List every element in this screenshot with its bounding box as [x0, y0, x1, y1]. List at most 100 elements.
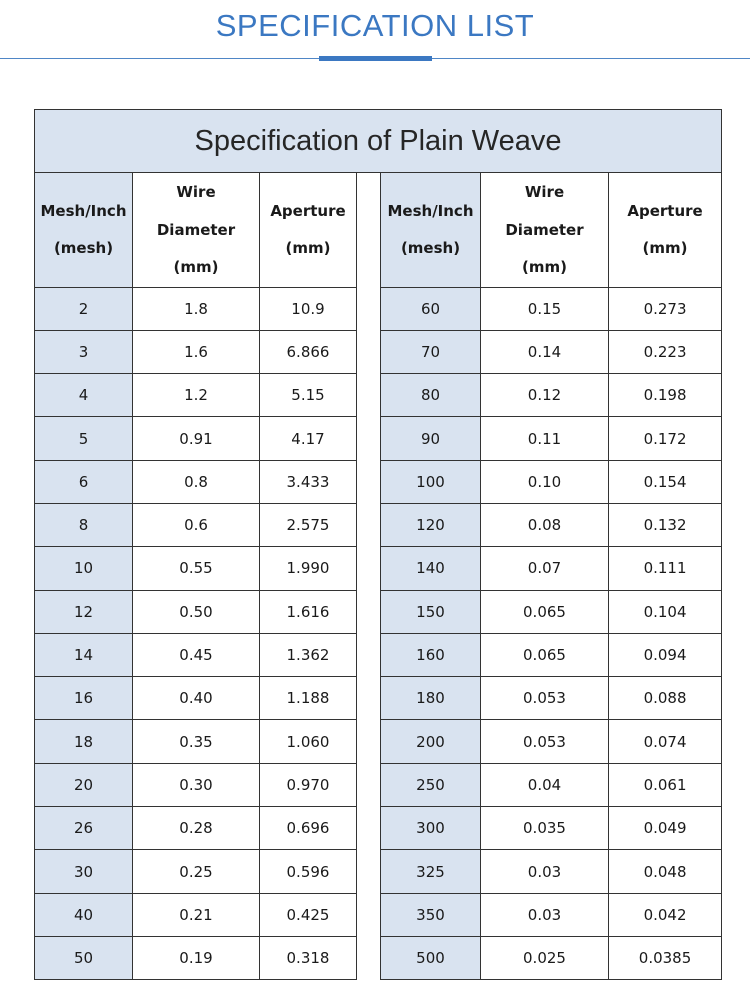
header-wire-line: (mm): [522, 258, 567, 276]
column-gap: [356, 287, 381, 331]
mesh-cell: 160: [380, 632, 481, 678]
table-header-row: Mesh/Inch (mesh) Wire Diameter (mm) Aper…: [34, 172, 723, 288]
aperture-cell: 0.273: [607, 286, 723, 331]
aperture-cell: 1.188: [259, 676, 357, 721]
header-wire-line: Diameter: [505, 220, 584, 239]
table-row: 10 0.55 1.990 140 0.07 0.111: [34, 546, 723, 591]
mesh-cell: 40: [34, 892, 133, 937]
mesh-cell: 2: [34, 286, 133, 331]
header-wire-line: Wire: [176, 183, 216, 201]
wire-diameter-cell: 0.8: [132, 459, 260, 504]
aperture-cell: 0.318: [259, 935, 357, 981]
wire-diameter-cell: 1.6: [132, 329, 260, 375]
wire-diameter-cell: 0.03: [480, 849, 609, 894]
header-mesh: Mesh/Inch (mesh): [34, 172, 133, 288]
mesh-cell: 250: [380, 762, 481, 808]
table-row: 5 0.91 4.17 90 0.11 0.172: [34, 416, 723, 461]
wire-diameter-cell: 0.065: [480, 632, 609, 678]
wire-diameter-cell: 0.053: [480, 676, 609, 721]
header-wire-line: Wire: [524, 183, 565, 201]
wire-diameter-cell: 0.55: [132, 546, 260, 591]
wire-diameter-cell: 0.08: [480, 502, 609, 548]
column-gap: [356, 893, 381, 937]
aperture-cell: 0.104: [607, 589, 723, 634]
header-aperture-line: (mm): [642, 239, 688, 258]
wire-diameter-cell: 0.15: [480, 286, 609, 331]
table-row: 26 0.28 0.696 300 0.035 0.049: [34, 806, 723, 851]
header-mesh-line: Mesh/Inch: [387, 201, 474, 220]
mesh-cell: 10: [34, 546, 133, 591]
aperture-cell: 1.990: [259, 546, 357, 591]
aperture-cell: 10.9: [259, 286, 357, 331]
table-row: 2 1.8 10.9 60 0.15 0.273: [34, 286, 723, 331]
aperture-cell: 0.049: [607, 806, 723, 851]
table-caption: Specification of Plain Weave: [33, 109, 723, 173]
wire-diameter-cell: 0.35: [132, 719, 260, 764]
mesh-cell: 90: [380, 416, 481, 461]
wire-diameter-cell: 0.40: [132, 676, 260, 721]
table-row: 20 0.30 0.970 250 0.04 0.061: [34, 762, 723, 808]
mesh-cell: 18: [34, 719, 133, 764]
wire-diameter-cell: 0.28: [132, 806, 260, 851]
column-gap: [356, 763, 381, 807]
table-row: 14 0.45 1.362 160 0.065 0.094: [34, 632, 723, 678]
column-gap: [356, 719, 381, 764]
wire-diameter-cell: 0.03: [480, 892, 609, 937]
wire-diameter-cell: 0.91: [132, 416, 260, 461]
wire-diameter-cell: 0.50: [132, 589, 260, 634]
aperture-cell: 1.616: [259, 589, 357, 634]
mesh-cell: 26: [34, 806, 133, 851]
mesh-cell: 50: [34, 935, 133, 981]
wire-diameter-cell: 0.14: [480, 329, 609, 375]
mesh-cell: 20: [34, 762, 133, 808]
wire-diameter-cell: 0.19: [132, 935, 260, 981]
header-wire: Wire Diameter (mm): [132, 172, 260, 288]
mesh-cell: 100: [380, 459, 481, 504]
wire-diameter-cell: 0.11: [480, 416, 609, 461]
column-gap: [356, 172, 381, 287]
mesh-cell: 180: [380, 676, 481, 721]
column-gap: [356, 546, 381, 591]
mesh-cell: 5: [34, 416, 133, 461]
column-gap: [356, 633, 381, 677]
wire-diameter-cell: 0.065: [480, 589, 609, 634]
aperture-cell: 0.074: [607, 719, 723, 764]
table-row: 12 0.50 1.616 150 0.065 0.104: [34, 589, 723, 634]
table-row: 4 1.2 5.15 80 0.12 0.198: [34, 373, 723, 418]
wire-diameter-cell: 0.04: [480, 762, 609, 808]
aperture-cell: 0.132: [607, 502, 723, 548]
mesh-cell: 140: [380, 546, 481, 591]
aperture-cell: 6.866: [259, 329, 357, 375]
page-title: SPECIFICATION LIST: [215, 8, 535, 43]
aperture-cell: 5.15: [259, 373, 357, 418]
column-gap: [356, 503, 381, 547]
table-row: 16 0.40 1.188 180 0.053 0.088: [34, 676, 723, 721]
mesh-cell: 200: [380, 719, 481, 764]
table-row: 40 0.21 0.425 350 0.03 0.042: [34, 892, 723, 937]
wire-diameter-cell: 0.25: [132, 849, 260, 894]
wire-diameter-cell: 0.6: [132, 502, 260, 548]
header-aperture-line: Aperture: [270, 201, 346, 220]
table-row: 50 0.19 0.318 500 0.025 0.0385: [34, 935, 723, 981]
mesh-cell: 3: [34, 329, 133, 375]
wire-diameter-cell: 0.45: [132, 632, 260, 678]
wire-diameter-cell: 0.025: [480, 935, 609, 981]
column-gap: [356, 806, 381, 850]
column-gap: [356, 460, 381, 504]
table-row: 3 1.6 6.866 70 0.14 0.223: [34, 329, 723, 375]
aperture-cell: 0.042: [607, 892, 723, 937]
header-aperture: Aperture (mm): [607, 172, 723, 288]
column-gap: [356, 373, 381, 417]
column-gap: [356, 416, 381, 461]
aperture-cell: 0.061: [607, 762, 723, 808]
wire-diameter-cell: 0.12: [480, 373, 609, 418]
header-mesh-line: (mesh): [400, 239, 461, 258]
wire-diameter-cell: 0.10: [480, 459, 609, 504]
aperture-cell: 0.223: [607, 329, 723, 375]
wire-diameter-cell: 0.07: [480, 546, 609, 591]
header-wire-line: (mm): [173, 258, 219, 276]
table-row: 6 0.8 3.433 100 0.10 0.154: [34, 459, 723, 504]
header-wire: Wire Diameter (mm): [480, 172, 609, 288]
wire-diameter-cell: 0.035: [480, 806, 609, 851]
mesh-cell: 70: [380, 329, 481, 375]
